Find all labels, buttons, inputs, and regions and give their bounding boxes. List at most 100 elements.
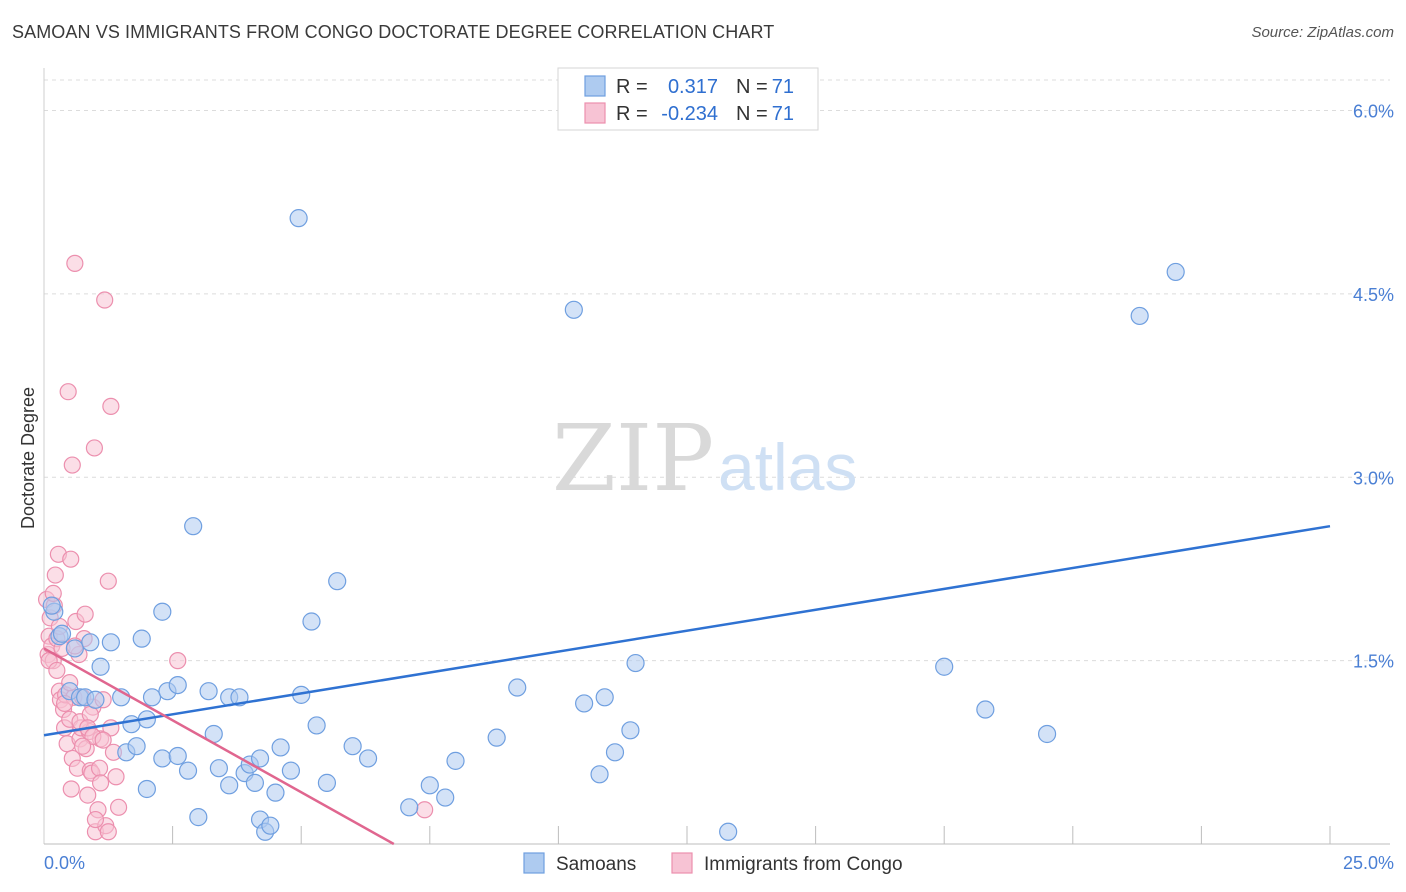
data-point (1130, 306, 1149, 326)
data-point (220, 776, 239, 795)
source-label: Source: ZipAtlas.com (1251, 24, 1394, 41)
data-point (85, 439, 104, 457)
data-point (266, 783, 285, 802)
legend-n-label: N = (736, 76, 768, 98)
data-point (62, 550, 80, 568)
axes (43, 68, 1390, 845)
series-swatch-samoans (523, 852, 545, 874)
data-point (42, 596, 61, 615)
chart-title: SAMOAN VS IMMIGRANTS FROM CONGO DOCTORAT… (12, 22, 775, 42)
data-point (271, 738, 290, 757)
data-point (209, 759, 228, 778)
data-point (153, 602, 172, 621)
data-point (590, 765, 609, 784)
data-point (62, 780, 80, 798)
data-point (719, 822, 738, 841)
legend-r-value: 0.317 (668, 76, 718, 98)
trend-lines (43, 524, 1331, 846)
data-point (65, 639, 84, 658)
gridlines (44, 79, 1390, 662)
series-label-samoans: Samoans (556, 854, 636, 875)
data-point (73, 737, 92, 755)
data-point (302, 612, 321, 631)
y-tick-label: 6.0% (1353, 102, 1394, 122)
data-point (446, 751, 465, 770)
y-tick-label: 3.0% (1353, 468, 1394, 488)
data-point (261, 816, 280, 835)
data-point (86, 690, 105, 709)
data-point (66, 254, 84, 272)
data-point (575, 694, 594, 713)
data-point (153, 749, 172, 768)
data-point (122, 715, 141, 734)
data-point (94, 731, 112, 749)
legend-n-value: 71 (772, 76, 794, 98)
data-point (343, 737, 362, 756)
data-point (184, 517, 203, 536)
data-point (595, 688, 614, 707)
data-point (86, 810, 105, 829)
data-point (46, 566, 64, 584)
data-point (317, 773, 337, 792)
congo-points (37, 254, 434, 841)
data-point (99, 823, 117, 841)
data-point (127, 737, 146, 756)
data-point (1037, 724, 1057, 744)
data-point (52, 624, 72, 643)
data-point (59, 383, 77, 401)
watermark-atlas: atlas (718, 430, 857, 504)
watermark-zip: ZIP (552, 405, 714, 512)
data-point (63, 456, 81, 474)
data-point (250, 749, 270, 768)
data-point (91, 774, 110, 792)
data-point (307, 716, 326, 735)
data-point (289, 209, 308, 228)
series-label-congo: Immigrants from Congo (704, 854, 903, 875)
data-point (358, 749, 378, 768)
data-point (935, 657, 954, 676)
legend-swatch-congo (584, 102, 606, 124)
data-point (420, 776, 439, 795)
data-point (109, 798, 128, 816)
series-swatch-congo (671, 852, 693, 874)
legend-n-label: N = (736, 103, 768, 125)
data-point (48, 661, 66, 680)
data-point (976, 700, 995, 719)
data-point (132, 629, 151, 648)
data-point (101, 633, 120, 652)
legend-r-label: R = (616, 76, 648, 98)
data-point (142, 688, 162, 707)
series-legend: Samoans Immigrants from Congo (523, 852, 903, 875)
data-point (107, 768, 125, 786)
legend-n-value: 71 (772, 103, 794, 125)
legend-swatch-samoans (584, 75, 606, 97)
data-point (564, 300, 583, 319)
data-point (91, 657, 110, 676)
data-point (605, 743, 625, 762)
data-point (508, 678, 527, 697)
correlation-legend: R = 0.317 N = 71 R = -0.234 N = 71 (557, 67, 819, 131)
data-point (168, 746, 187, 766)
trend-line-congo (43, 647, 395, 846)
data-point (416, 801, 434, 819)
x-tick-label-max: 25.0% (1343, 853, 1394, 873)
x-tick-label-min: 0.0% (44, 853, 85, 873)
data-point (137, 779, 156, 799)
data-point (328, 572, 347, 591)
data-point (81, 633, 100, 652)
legend-r-value: -0.234 (661, 103, 718, 125)
data-point (99, 572, 117, 590)
data-point (169, 652, 187, 670)
y-tick-label: 1.5% (1353, 652, 1394, 672)
trend-line-samoans (43, 524, 1331, 737)
data-point (1166, 262, 1185, 282)
data-point (96, 291, 114, 309)
data-point (626, 653, 645, 673)
data-point (79, 786, 97, 804)
data-point (199, 682, 218, 701)
data-point (76, 605, 94, 623)
data-point (281, 761, 301, 780)
data-point (90, 759, 109, 777)
data-point (245, 773, 265, 792)
